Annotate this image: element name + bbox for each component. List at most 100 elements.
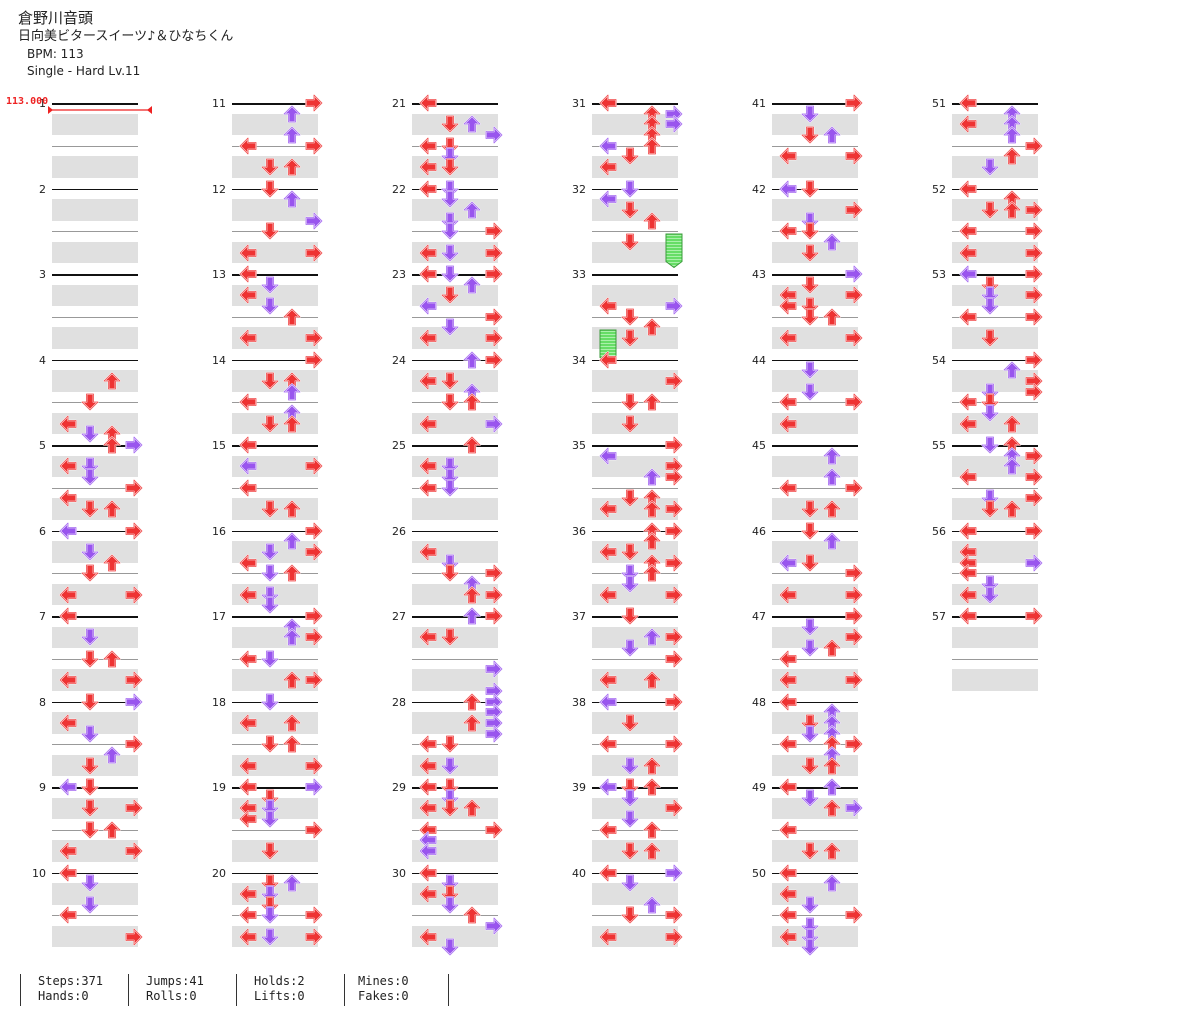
- arrow-left-icon: [59, 585, 77, 604]
- beat-band: [592, 669, 678, 691]
- beat-band: [52, 925, 138, 948]
- measure-line: [52, 445, 138, 447]
- beat-line: [772, 915, 858, 917]
- measure-line: [52, 616, 138, 618]
- arrow-left-icon: [419, 756, 437, 775]
- measure-number: 20: [212, 866, 226, 880]
- arrow-right-icon: [1025, 243, 1043, 262]
- measure-number: 56: [932, 524, 946, 538]
- beat-band: [52, 840, 138, 862]
- arrow-right-icon: [485, 307, 503, 326]
- arrow-down-icon: [801, 500, 819, 518]
- beat-band: [412, 583, 498, 606]
- measure-number: 16: [212, 524, 226, 538]
- measure: 28: [380, 696, 500, 788]
- arrow-left-icon: [239, 436, 257, 454]
- measure-number: 28: [392, 695, 406, 709]
- beat-band: [52, 669, 138, 691]
- arrow-up-icon: [283, 190, 301, 208]
- measure: 45: [740, 440, 860, 531]
- arrow-right-icon: [305, 756, 323, 775]
- arrow-down-icon: [441, 938, 459, 957]
- arrow-up-icon: [643, 136, 661, 155]
- arrow-left-icon: [239, 756, 257, 775]
- beat-band: [772, 284, 858, 307]
- arrow-up-icon: [283, 414, 301, 433]
- arrow-down-icon: [801, 222, 819, 241]
- measure: 55: [920, 440, 1040, 531]
- beat-band: [772, 669, 858, 691]
- arrow-up-icon: [823, 778, 841, 796]
- measure-number: 2: [39, 182, 46, 196]
- beat-band: [232, 669, 318, 691]
- arrow-right-icon: [125, 585, 143, 604]
- step-chart: 1 2 3 4 5 6 7 8 9 10 11 12 13 14 15 16 17 18 19 20 21 22 23 24 2…: [6, 94, 1043, 959]
- arrow-right-icon: [1025, 521, 1043, 540]
- measure-number: 57: [932, 610, 946, 623]
- stat-label: Fakes:0: [358, 989, 409, 1003]
- arrow-left-icon: [239, 265, 257, 283]
- arrow-left-icon: [419, 778, 437, 796]
- measure-line: [232, 103, 318, 105]
- beat-band: [952, 113, 1038, 136]
- measure: 39: [560, 782, 680, 873]
- arrow-down-icon: [621, 329, 639, 347]
- arrow-left-icon: [59, 457, 77, 476]
- arrow-right-icon: [665, 927, 683, 946]
- arrow-up-icon: [643, 468, 661, 486]
- arrow-left-icon: [59, 607, 77, 625]
- arrow-right-icon: [485, 329, 503, 347]
- arrow-down-icon: [801, 756, 819, 775]
- measure: 22: [380, 183, 500, 275]
- arrow-down-icon: [621, 489, 639, 508]
- arrow-down-icon: [261, 927, 279, 946]
- arrow-right-icon: [845, 329, 863, 347]
- measure-number: 36: [572, 524, 586, 538]
- arrow-right-icon: [845, 94, 863, 112]
- arrow-left-icon: [59, 842, 77, 860]
- measure-number: 1: [39, 97, 46, 110]
- measure-number: 42: [752, 182, 766, 196]
- arrow-left-icon: [599, 927, 617, 946]
- arrow-left-icon: [779, 297, 797, 315]
- arrow-up-icon: [463, 350, 481, 369]
- beat-line: [412, 316, 498, 318]
- measure-number: 46: [752, 524, 766, 538]
- measure-line: [52, 103, 138, 105]
- arrow-down-icon: [441, 115, 459, 134]
- arrow-down-icon: [261, 275, 279, 294]
- arrow-right-icon: [305, 778, 323, 796]
- arrow-right-icon: [305, 329, 323, 347]
- arrow-right-icon: [1025, 201, 1043, 219]
- arrow-left-icon: [779, 147, 797, 166]
- beat-line: [592, 231, 678, 233]
- arrow-right-icon: [665, 468, 683, 486]
- arrow-up-icon: [823, 756, 841, 775]
- measure-number: 3: [39, 268, 46, 281]
- measure: 23: [380, 269, 500, 360]
- measure: 11: [200, 98, 320, 189]
- stats-separator: [448, 974, 449, 1006]
- arrow-left-icon: [599, 820, 617, 839]
- measure-line: [232, 274, 318, 276]
- arrow-down-icon: [801, 361, 819, 379]
- beat-band: [592, 156, 678, 178]
- arrow-down-icon: [261, 543, 279, 561]
- beat-band: [52, 113, 138, 136]
- arrow-right-icon: [485, 917, 503, 935]
- arrow-left-icon: [59, 521, 77, 540]
- arrow-up-icon: [823, 500, 841, 518]
- measure: 30: [380, 867, 500, 959]
- arrow-down-icon: [621, 575, 639, 593]
- arrow-left-icon: [59, 671, 77, 689]
- arrow-down-icon: [981, 329, 999, 347]
- beat-line: [772, 658, 858, 660]
- beat-line: [772, 744, 858, 746]
- arrow-down-icon: [441, 190, 459, 208]
- stat-label: Mines:0: [358, 974, 409, 988]
- arrow-down-icon: [261, 372, 279, 390]
- measure: 57: [920, 611, 1040, 702]
- beat-line: [772, 487, 858, 489]
- measure-number: 6: [39, 524, 46, 538]
- arrow-down-icon: [441, 265, 459, 283]
